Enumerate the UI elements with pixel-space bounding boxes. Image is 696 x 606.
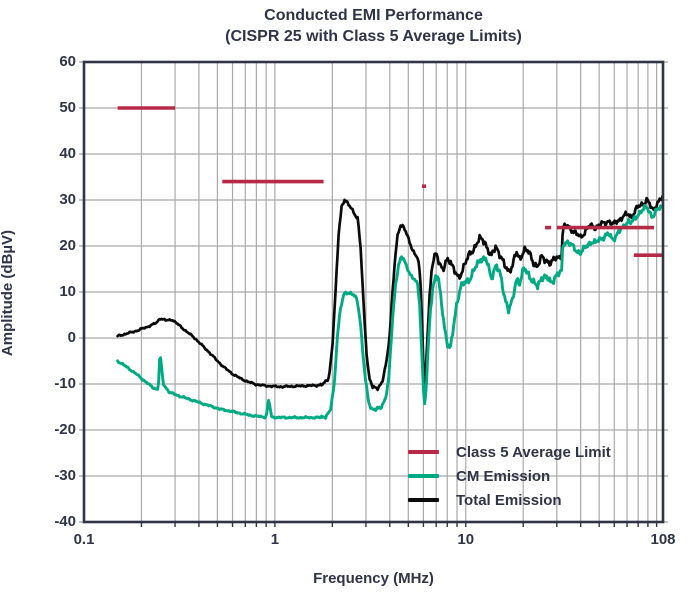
- chart-title-line2: (CISPR 25 with Class 5 Average Limits): [225, 28, 522, 45]
- x-axis-title: Frequency (MHz): [313, 570, 434, 587]
- x-tick-label: 0.1: [73, 531, 95, 548]
- total-emission-swatch: [408, 498, 439, 502]
- legend-label: CM Emission: [456, 467, 551, 485]
- chart-title: Conducted EMI Performance (CISPR 25 with…: [84, 5, 663, 47]
- plot-border: [82, 60, 665, 524]
- chart-title-line1: Conducted EMI Performance: [264, 7, 483, 24]
- y-tick-label: 30: [59, 191, 76, 208]
- y-tick-label: 10: [59, 283, 76, 300]
- y-axis-title: Amplitude (dBµV): [0, 229, 16, 357]
- cm-emission-curve: [116, 203, 663, 420]
- y-tick-label: 20: [59, 237, 76, 254]
- y-tick-label: 50: [59, 99, 76, 116]
- y-tick-label: -30: [54, 467, 76, 484]
- legend-item-cm-emission: CM Emission: [408, 464, 611, 488]
- legend-item-class5-limit: Class 5 Average Limit: [408, 440, 611, 464]
- cm-emission-swatch: [408, 474, 439, 478]
- y-tick-label: -10: [54, 375, 76, 392]
- y-tick-label: 0: [67, 329, 76, 346]
- legend-label: Total Emission: [456, 491, 562, 509]
- class5-limit-swatch: [408, 450, 439, 454]
- legend-label: Class 5 Average Limit: [456, 443, 611, 461]
- total-emission-curve: [116, 194, 663, 392]
- gridlines: [84, 62, 663, 522]
- x-tick-label: 10: [457, 531, 475, 548]
- y-tick-label: 40: [59, 145, 76, 162]
- y-tick-label: -20: [54, 421, 76, 438]
- legend: Class 5 Average Limit CM Emission Total …: [408, 440, 611, 512]
- legend-item-total-emission: Total Emission: [408, 488, 611, 512]
- y-tick-label: -40: [54, 513, 76, 530]
- y-tick-label: 60: [59, 53, 76, 70]
- x-tick-label: 1: [270, 531, 280, 548]
- x-tick-label: 108: [650, 531, 676, 548]
